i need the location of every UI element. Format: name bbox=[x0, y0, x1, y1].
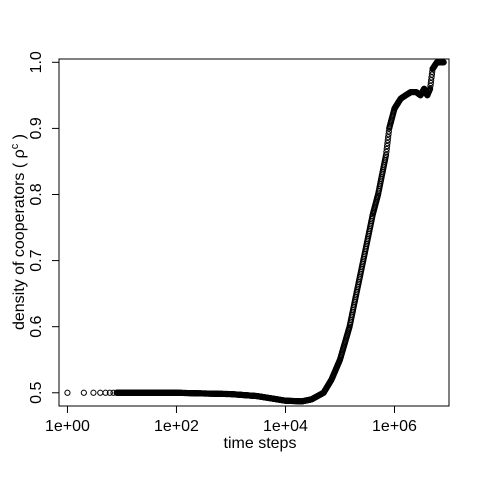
y-tick-label: 0.5 bbox=[28, 382, 45, 404]
plot-frame bbox=[58, 58, 450, 407]
data-point bbox=[384, 142, 391, 150]
x-tick-label: 1e+06 bbox=[372, 418, 417, 435]
y-axis-label-main: density of cooperators ( ρ bbox=[11, 149, 28, 330]
x-axis-label: time steps bbox=[224, 435, 297, 452]
data-point bbox=[106, 389, 113, 396]
y-tick-label: 0.8 bbox=[28, 183, 45, 205]
data-point bbox=[384, 139, 391, 147]
y-tick-label: 0.6 bbox=[28, 315, 45, 337]
data-point bbox=[64, 389, 71, 396]
y-tick-label: 1.0 bbox=[28, 51, 45, 73]
data-point bbox=[383, 145, 390, 153]
data-point bbox=[428, 74, 435, 81]
data-point bbox=[102, 389, 109, 396]
y-tick-label: 0.7 bbox=[28, 249, 45, 271]
data-point bbox=[428, 71, 435, 78]
data-point bbox=[440, 59, 447, 66]
y-axis-label: density of cooperators ( ρc ) bbox=[9, 134, 28, 330]
data-point bbox=[382, 151, 390, 158]
data-point bbox=[80, 389, 87, 396]
data-point bbox=[427, 82, 434, 90]
data-point bbox=[385, 131, 392, 138]
data-point bbox=[90, 389, 97, 396]
data-points bbox=[64, 59, 447, 405]
data-point bbox=[385, 134, 392, 141]
data-point bbox=[426, 85, 434, 92]
x-tick-label: 1e+00 bbox=[45, 418, 90, 435]
data-point bbox=[428, 77, 435, 84]
x-tick-label: 1e+02 bbox=[154, 418, 199, 435]
y-axis: 0.5 0.6 0.7 0.8 0.9 1.0 bbox=[28, 51, 59, 404]
x-axis: 1e+00 1e+02 1e+04 1e+06 bbox=[45, 406, 417, 435]
y-tick-label: 0.9 bbox=[28, 117, 45, 139]
x-tick-label: 1e+04 bbox=[263, 418, 308, 435]
data-point bbox=[427, 79, 434, 87]
y-axis-label-suffix: ) bbox=[11, 134, 28, 144]
data-point bbox=[384, 137, 391, 144]
y-axis-label-superscript: c bbox=[9, 143, 21, 149]
data-point bbox=[97, 389, 104, 396]
data-point bbox=[383, 148, 390, 156]
